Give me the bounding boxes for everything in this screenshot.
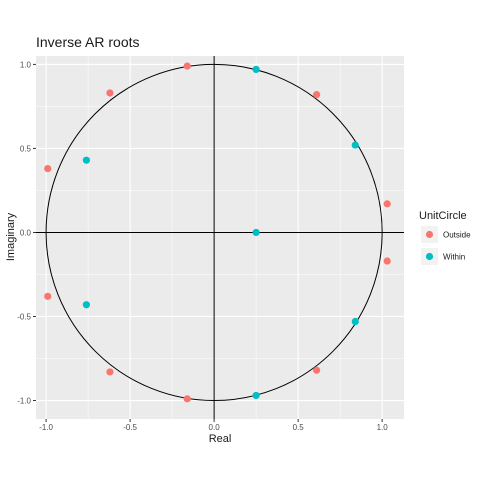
x-tick-label: 0.0 — [209, 423, 221, 432]
legend-title: UnitCircle — [419, 210, 467, 222]
point-outside — [313, 91, 320, 98]
y-axis-ticks: -1.0 -0.5 0.0 0.5 1.0 — [17, 60, 36, 405]
point-outside — [184, 395, 191, 402]
point-outside — [384, 257, 391, 264]
point-within — [352, 318, 359, 325]
point-outside — [313, 367, 320, 374]
point-within — [83, 157, 90, 164]
plot-panel — [36, 56, 404, 419]
y-tick-label: -1.0 — [17, 397, 31, 406]
x-axis-ticks: -1.0 -0.5 0.0 0.5 1.0 — [39, 419, 388, 432]
y-axis-title: Imaginary — [5, 212, 17, 261]
point-within — [253, 392, 260, 399]
legend-point-within — [426, 253, 433, 260]
legend-point-outside — [426, 231, 433, 238]
point-within — [83, 301, 90, 308]
legend-label-within: Within — [443, 253, 465, 262]
point-within — [352, 141, 359, 148]
x-axis-title: Real — [209, 433, 232, 445]
y-tick-label: 1.0 — [20, 60, 32, 69]
point-outside — [44, 293, 51, 300]
chart-title: Inverse AR roots — [36, 34, 140, 50]
x-tick-label: -1.0 — [39, 423, 53, 432]
y-tick-label: -0.5 — [17, 312, 31, 321]
point-outside — [106, 89, 113, 96]
x-tick-label: 0.5 — [293, 423, 305, 432]
point-outside — [106, 368, 113, 375]
point-within — [253, 66, 260, 73]
y-tick-label: 0.5 — [20, 144, 32, 153]
point-outside — [44, 165, 51, 172]
x-tick-label: -0.5 — [123, 423, 137, 432]
point-within — [253, 229, 260, 236]
legend: UnitCircle Outside Within — [419, 210, 471, 265]
x-tick-label: 1.0 — [377, 423, 389, 432]
legend-label-outside: Outside — [443, 231, 471, 240]
point-outside — [384, 200, 391, 207]
y-tick-label: 0.0 — [20, 228, 32, 237]
point-outside — [184, 62, 191, 69]
